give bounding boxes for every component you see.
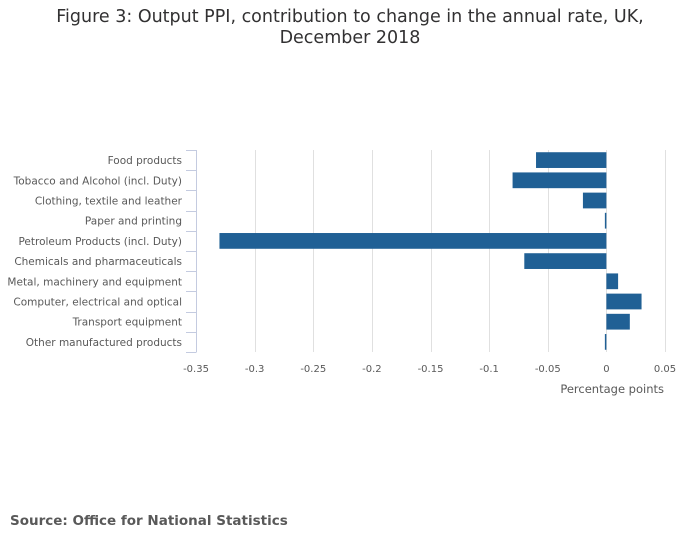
category-label: Tobacco and Alcohol (incl. Duty) xyxy=(13,175,182,187)
chart-title: Figure 3: Output PPI, contribution to ch… xyxy=(0,7,700,49)
category-label: Other manufactured products xyxy=(26,337,182,349)
x-tick-labels: -0.35 -0.3 -0.25 -0.2 -0.15 -0.1 -0.05 0 0.05 xyxy=(183,364,676,375)
bar xyxy=(512,172,607,189)
x-tick-label: -0.35 xyxy=(183,364,209,375)
category-labels: Food products Tobacco and Alcohol (incl. … xyxy=(7,155,182,349)
x-tick-label: 0 xyxy=(603,364,609,375)
x-tick-label: 0.05 xyxy=(654,364,676,375)
category-label: Chemicals and pharmaceuticals xyxy=(14,256,182,268)
bar xyxy=(524,253,607,269)
x-tick-label: -0.15 xyxy=(418,364,444,375)
y-axis xyxy=(186,150,197,353)
bar xyxy=(606,273,619,290)
category-label: Transport equipment xyxy=(72,317,182,329)
bar xyxy=(604,212,607,229)
category-label: Food products xyxy=(108,155,182,167)
bar xyxy=(604,334,607,350)
category-label: Clothing, textile and leather xyxy=(35,196,183,208)
bar xyxy=(606,313,630,330)
category-label: Paper and printing xyxy=(85,216,182,228)
source-note: Source: Office for National Statistics xyxy=(10,513,288,529)
category-label: Computer, electrical and optical xyxy=(13,297,182,309)
chart-title-line-2: December 2018 xyxy=(279,28,421,48)
bar xyxy=(606,293,642,310)
bars xyxy=(219,152,642,350)
category-label: Petroleum Products (incl. Duty) xyxy=(18,236,182,248)
x-tick-label: -0.25 xyxy=(300,364,326,375)
bar xyxy=(582,192,607,209)
x-tick-label: -0.05 xyxy=(535,364,561,375)
x-tick-label: -0.1 xyxy=(479,364,499,375)
category-label: Metal, machinery and equipment xyxy=(7,276,182,288)
bar xyxy=(219,233,607,249)
chart-title-line-1: Figure 3: Output PPI, contribution to ch… xyxy=(56,7,644,27)
x-tick-label: -0.3 xyxy=(245,364,265,375)
bar xyxy=(536,152,607,168)
x-axis-title: Percentage points xyxy=(560,382,664,396)
x-tick-label: -0.2 xyxy=(362,364,382,375)
